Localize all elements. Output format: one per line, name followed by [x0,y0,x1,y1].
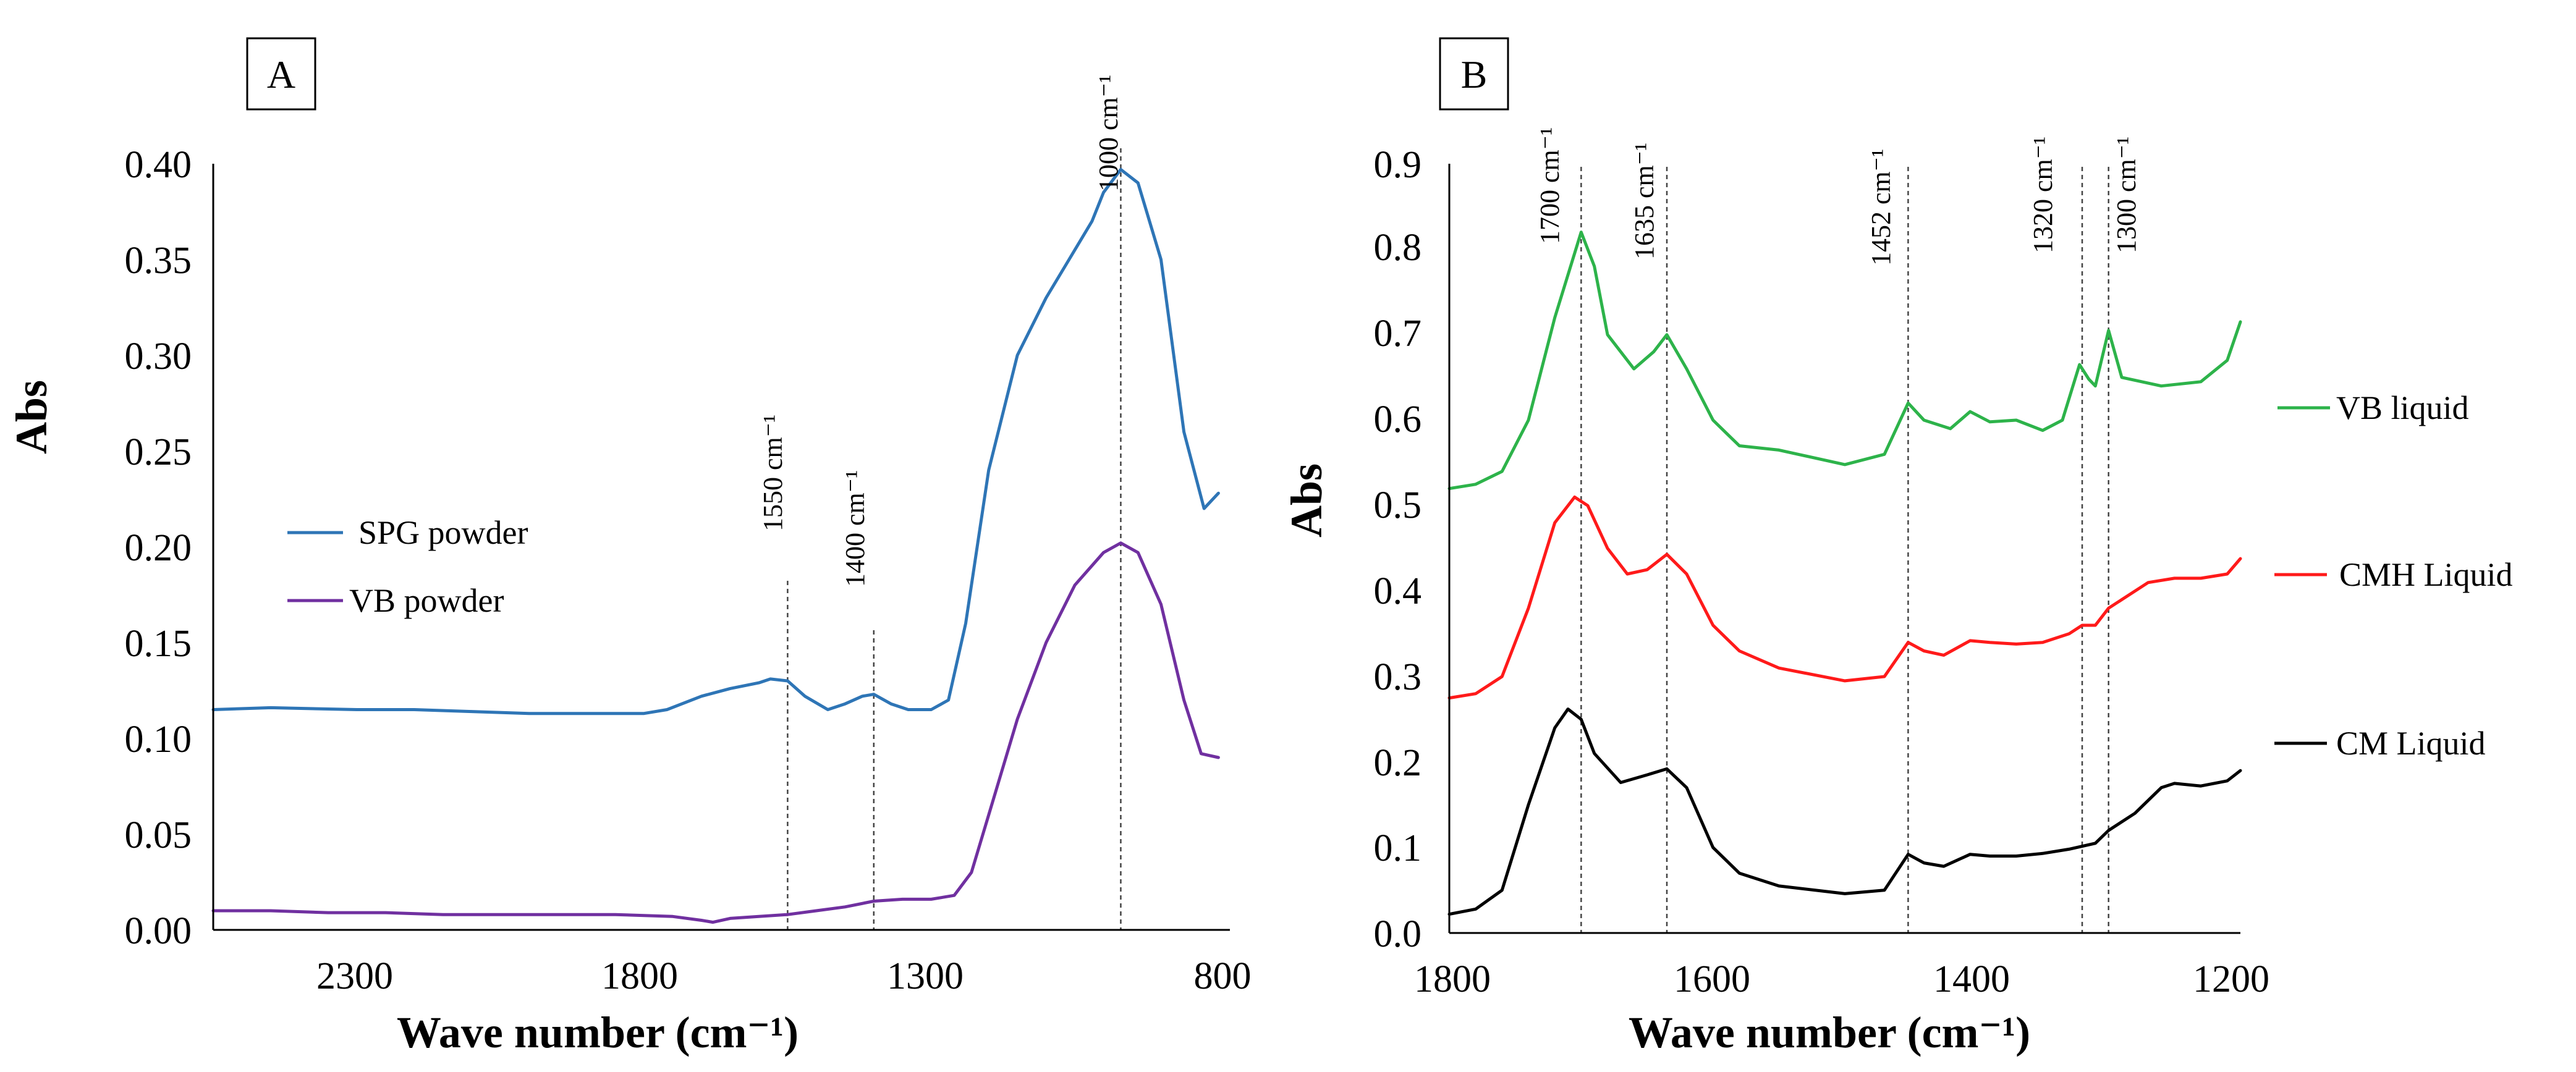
series-line-cmh-liquid [1447,496,2242,700]
x-tick-label: 1600 [1674,958,1750,1000]
panel-b-x-axis-title: Wave number (cm⁻¹) [1629,1008,2030,1057]
annotation-1635: 1635 cm⁻¹ [1629,143,1659,260]
panel-b-y-ticks: 0.0 0.1 0.2 0.3 0.4 0.5 0.6 0.7 0.8 0.9 [1374,144,1422,955]
panel-a-y-ticks: 0.00 0.05 0.10 0.15 0.20 0.25 0.30 0.35 … [125,144,192,952]
panel-a-x-axis-title: Wave number (cm⁻¹) [397,1008,799,1057]
panel-b-peak-guides [1580,167,2109,933]
y-tick-label: 0.6 [1374,399,1422,441]
y-tick-label: 0.1 [1374,827,1422,869]
annotation-1700: 1700 cm⁻¹ [1535,127,1565,244]
y-tick-label: 0.7 [1374,313,1422,355]
series-line-spg-powder [211,167,1220,715]
y-tick-label: 0.15 [125,623,192,665]
y-tick-label: 0.9 [1374,144,1422,186]
legend-label-vb-powder: VB powder [349,582,504,619]
y-tick-label: 0.10 [125,719,192,761]
y-tick-label: 0.5 [1374,484,1422,526]
panel-b-label: B [1461,53,1488,96]
legend-label-cm-liquid: CM Liquid [2336,725,2486,762]
panel-a-peak-guides [787,148,1122,930]
x-tick-label: 2300 [316,955,393,997]
annotation-1400: 1400 cm⁻¹ [840,470,870,587]
y-tick-label: 0.0 [1374,913,1422,955]
series-line-cm-liquid [1447,707,2242,916]
panel-a-series [211,167,1220,924]
annotation-1452: 1452 cm⁻¹ [1866,149,1896,266]
series-line-vb-liquid [1447,230,2242,491]
panel-b-legend: VB liquid CMH Liquid CM Liquid [2274,389,2513,762]
x-tick-label: 1200 [2193,958,2269,1000]
panel-a-label: A [267,53,295,96]
y-tick-label: 0.3 [1374,656,1422,698]
y-tick-label: 0.00 [125,910,192,952]
panel-b-x-ticks: 1800 1600 1400 1200 [1414,958,2269,1000]
x-tick-label: 1300 [887,955,964,997]
y-tick-label: 0.4 [1374,570,1422,612]
panel-a-x-ticks: 2300 1800 1300 800 [316,955,1252,997]
x-tick-label: 1800 [601,955,678,997]
y-tick-label: 0.30 [125,336,192,378]
y-tick-label: 0.20 [125,527,192,569]
panel-b: B Abs Wave number (cm⁻¹) 0.0 0.1 0.2 0.3… [1282,37,2513,1057]
annotation-1300: 1300 cm⁻¹ [2111,137,2142,253]
panel-a-legend: SPG powder VB powder [287,514,528,619]
x-tick-label: 1800 [1414,958,1491,1000]
y-tick-label: 0.05 [125,814,192,856]
y-tick-label: 0.2 [1374,742,1422,784]
y-tick-label: 0.8 [1374,227,1422,269]
annotation-1550: 1550 cm⁻¹ [758,415,788,531]
x-tick-label: 1400 [1933,958,2010,1000]
y-tick-label: 0.25 [125,431,192,473]
x-tick-label: 800 [1194,955,1252,997]
legend-label-vb-liquid: VB liquid [2336,389,2469,426]
y-tick-label: 0.40 [125,144,192,186]
panel-b-y-axis-title: Abs [1282,463,1331,538]
panel-b-label-box [1439,37,1509,111]
legend-label-spg-powder: SPG powder [358,514,528,551]
series-line-vb-powder [211,541,1220,924]
annotation-1320: 1320 cm⁻¹ [2028,137,2058,253]
annotation-1000: 1000 cm⁻¹ [1093,75,1124,192]
legend-label-cmh-liquid: CMH Liquid [2339,556,2513,593]
panel-a-label-box [246,37,316,111]
y-tick-label: 0.35 [125,240,192,282]
panel-a: A Abs Wave number (cm⁻¹) 0.00 0.05 0.10 … [7,37,1252,1057]
panel-a-y-axis-title: Abs [7,380,56,454]
panel-b-series [1447,230,2242,916]
